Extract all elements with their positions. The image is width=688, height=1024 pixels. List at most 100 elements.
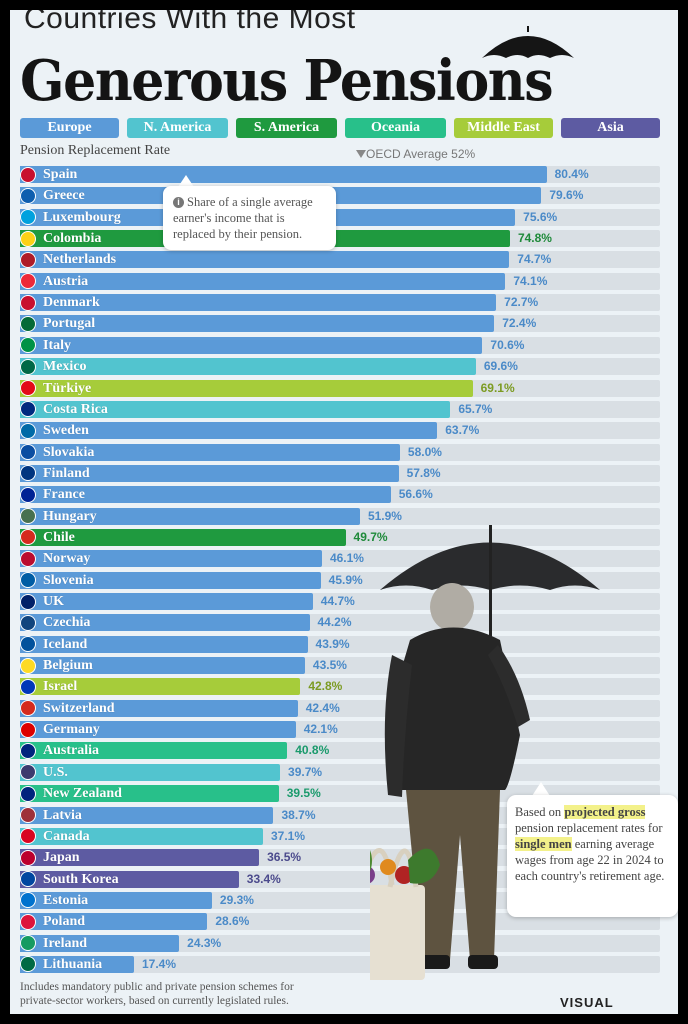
bar-slovakia <box>20 443 400 461</box>
bar-canada <box>20 827 263 845</box>
flag-icon <box>20 508 36 525</box>
country-label: Finland <box>43 465 90 481</box>
country-label: Ireland <box>43 935 88 951</box>
infographic: Countries With the Most Generous Pension… <box>10 10 678 1014</box>
bar-spain <box>20 166 547 183</box>
bar-france <box>20 486 391 504</box>
value-label: 33.4% <box>246 871 281 886</box>
country-label: Luxembourg <box>43 209 121 225</box>
value-label: 39.5% <box>286 786 321 801</box>
country-label: Austria <box>43 273 89 289</box>
value-label: 69.1% <box>480 380 515 395</box>
bar-poland <box>20 913 208 931</box>
value-label: 36.5% <box>267 850 302 865</box>
country-label: Chile <box>43 529 75 545</box>
country-label: France <box>43 487 85 503</box>
country-label: Switzerland <box>43 700 115 716</box>
flag-icon <box>20 273 36 290</box>
value-label: 29.3% <box>219 892 254 907</box>
value-label: 70.6% <box>490 337 525 352</box>
bar-netherlands <box>20 251 510 269</box>
value-label: 45.9% <box>328 572 363 587</box>
flag-icon <box>20 380 36 396</box>
oecd-marker-icon <box>355 150 366 158</box>
footnote-line-1: Includes mandatory public and private pe… <box>20 981 294 993</box>
man-with-umbrella-illustration <box>370 525 600 980</box>
bar-austria <box>20 272 506 290</box>
flag-icon <box>20 785 36 802</box>
value-label: 46.1% <box>329 551 364 566</box>
bar-denmark <box>20 294 497 312</box>
info-icon: i <box>173 197 184 208</box>
flag-icon <box>20 807 36 823</box>
flag-icon <box>20 614 36 631</box>
country-label: South Korea <box>43 871 119 887</box>
title-line-2: Generous Pensions <box>20 48 554 114</box>
tooltip-box: i Share of a single average earner's inco… <box>163 186 336 250</box>
flag-icon <box>20 315 36 332</box>
value-label: 72.7% <box>504 295 539 310</box>
flag-icon <box>20 166 36 183</box>
flag-icon <box>20 230 36 247</box>
oecd-average-label: OECD Average 52% <box>366 147 476 161</box>
value-label: 74.7% <box>517 252 552 267</box>
value-label: 49.7% <box>353 529 388 544</box>
bar-latvia <box>20 806 274 824</box>
flag-icon <box>20 209 36 226</box>
value-label: 63.7% <box>445 423 480 438</box>
country-label: Canada <box>43 828 90 844</box>
flag-icon <box>20 935 36 952</box>
flag-icon <box>20 742 36 759</box>
legend-oceania: Oceania <box>345 118 446 138</box>
country-label: Mexico <box>43 359 87 375</box>
flag-icon <box>20 828 36 845</box>
value-label: 75.6% <box>523 209 558 224</box>
flag-icon <box>20 187 36 204</box>
country-label: Italy <box>43 337 71 353</box>
value-label: 57.8% <box>406 465 441 480</box>
country-label: Greece <box>43 188 85 204</box>
flag-icon <box>20 700 36 717</box>
value-label: 79.6% <box>549 188 584 203</box>
value-label: 28.6% <box>215 914 250 929</box>
value-label: 44.7% <box>320 594 355 608</box>
tooltip-arrow <box>178 175 194 187</box>
flag-icon <box>20 892 36 909</box>
value-label: 65.7% <box>458 401 493 416</box>
country-label: Denmark <box>43 295 100 311</box>
flag-icon <box>20 593 36 610</box>
flag-icon <box>20 294 36 311</box>
flag-icon <box>20 678 36 695</box>
bar-finland <box>20 464 399 482</box>
value-label: 69.6% <box>483 359 518 374</box>
value-label: 56.6% <box>398 487 433 502</box>
flag-icon <box>20 913 36 930</box>
value-label: 80.4% <box>554 167 589 181</box>
value-label: 43.5% <box>312 658 347 673</box>
bar-track <box>20 934 660 952</box>
country-label: Hungary <box>43 508 97 524</box>
country-label: Slovakia <box>43 444 95 460</box>
bar-t-rkiye <box>20 379 473 397</box>
country-label: Netherlands <box>43 252 117 268</box>
bar-germany <box>20 721 296 739</box>
bar-track <box>20 955 660 973</box>
country-label: Germany <box>43 722 100 738</box>
flag-icon <box>20 657 36 674</box>
country-label: Slovenia <box>43 572 94 588</box>
bar-new-zealand <box>20 785 279 803</box>
bar-chile <box>20 528 346 546</box>
legend-n-america: N. America <box>127 118 228 138</box>
bar-belgium <box>20 657 305 675</box>
flag-icon <box>20 251 36 268</box>
bar-israel <box>20 678 301 696</box>
country-label: Poland <box>43 914 86 930</box>
title-line-1: Countries With the Most <box>24 10 356 35</box>
flag-icon <box>20 956 36 973</box>
legend-middle-east: Middle East <box>454 118 553 138</box>
flag-icon <box>20 358 36 375</box>
legend-s-america: S. America <box>236 118 337 138</box>
value-label: 24.3% <box>187 935 222 950</box>
value-label: 58.0% <box>407 444 442 459</box>
bar-slovenia <box>20 571 321 589</box>
